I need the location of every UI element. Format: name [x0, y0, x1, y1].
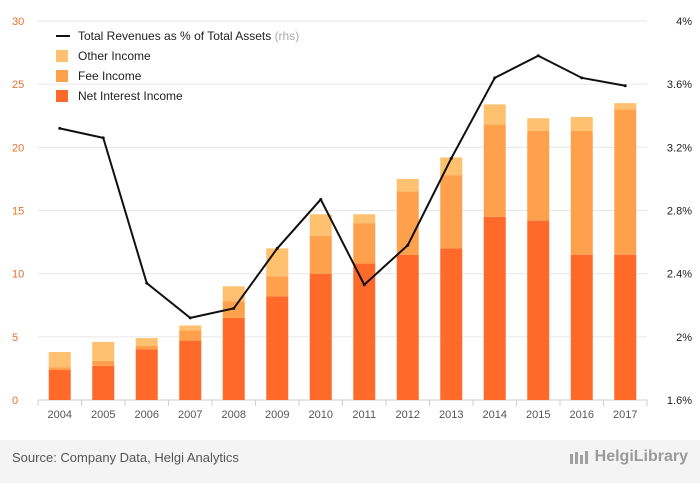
line-point: [536, 54, 540, 58]
bar-fee-income: [48, 367, 71, 370]
bar-net-interest-income: [92, 365, 115, 400]
line-point: [275, 246, 279, 250]
y2-tick-label: 1.6%: [667, 395, 692, 407]
bar-other-income: [353, 214, 376, 224]
library-icon: [569, 451, 588, 464]
chart-area: 0 5 10 15 20 25 30 1.6% 2% 2.4% 2.8% 3.2% 3.6% 4% 2004…: [12, 16, 692, 421]
y-tick-label: 20: [12, 142, 24, 154]
y-tick-label: 5: [12, 332, 18, 344]
line-point: [623, 84, 627, 88]
bar-net-interest-income: [353, 263, 376, 400]
bar-fee-income: [614, 109, 637, 255]
legend-label-fee-income: Fee Income: [78, 69, 142, 83]
line-point: [101, 136, 105, 140]
bar-net-interest-income: [266, 296, 289, 400]
y2-tick-label: 2.8%: [667, 206, 692, 218]
bar-other-income: [48, 351, 71, 368]
line-point: [362, 283, 366, 287]
line-point: [58, 126, 62, 130]
x-tick-label: 2013: [439, 409, 463, 421]
legend-label-suffix: (rhs): [275, 29, 300, 43]
x-tick-label: 2014: [483, 409, 507, 421]
footer: Source: Company Data, Helgi Analytics He…: [0, 440, 700, 483]
x-tick-label: 2009: [265, 409, 289, 421]
bar-other-income: [135, 338, 158, 346]
y2-tick-label: 2%: [676, 332, 692, 344]
bar-net-interest-income: [440, 248, 463, 400]
bar-net-interest-income: [135, 349, 158, 400]
x-tick-label: 2006: [135, 409, 159, 421]
bar-net-interest-income: [483, 216, 506, 400]
bar-other-income: [396, 178, 419, 192]
line-point: [580, 76, 584, 80]
bar-other-income: [266, 248, 289, 277]
bar-other-income: [614, 103, 637, 110]
legend-swatch-fee-income: [56, 70, 68, 82]
line-total-revenues-pct-assets: [59, 54, 626, 319]
line-point: [449, 156, 453, 160]
bar-fee-income: [92, 360, 115, 366]
line-point: [319, 197, 323, 201]
chart: 0 5 10 15 20 25 30 1.6% 2% 2.4% 2.8% 3.2% 3.6% 4% 2004…: [12, 16, 692, 421]
bar-fee-income: [353, 223, 376, 264]
bar-fee-income: [135, 345, 158, 350]
x-tick-label: 2010: [309, 409, 333, 421]
legend-swatch-other-income: [56, 50, 68, 62]
y-tick-label: 30: [12, 16, 24, 28]
x-tick-label: 2017: [613, 409, 637, 421]
y2-tick-label: 3.2%: [667, 142, 692, 154]
brand-logo[interactable]: HelgiLibrary: [569, 448, 688, 466]
bar-fee-income: [266, 276, 289, 297]
line-point: [493, 76, 497, 80]
line-point: [232, 306, 236, 310]
bar-fee-income: [483, 124, 506, 217]
y-tick-label: 10: [12, 269, 24, 281]
x-tick-label: 2015: [526, 409, 550, 421]
x-tick-label: 2016: [570, 409, 594, 421]
x-tick-label: 2005: [91, 409, 115, 421]
bar-net-interest-income: [614, 254, 637, 400]
y2-tick-label: 3.6%: [667, 79, 692, 91]
bar-other-income: [570, 117, 593, 131]
legend-swatch-net-interest-income: [56, 90, 68, 102]
y-tick-label: 15: [12, 206, 24, 218]
bar-other-income: [179, 325, 202, 331]
y2-tick-label: 4%: [676, 16, 692, 28]
legend-label-net-interest-income: Net Interest Income: [78, 89, 183, 103]
brand-name: HelgiLibrary: [594, 448, 688, 465]
bar-net-interest-income: [570, 254, 593, 400]
bar-other-income: [92, 341, 115, 361]
x-tick-label: 2007: [178, 409, 202, 421]
line-point: [145, 281, 149, 285]
bar-fee-income: [440, 175, 463, 249]
bar-other-income: [483, 104, 506, 125]
bar-net-interest-income: [179, 340, 202, 400]
source-text: Source: Company Data, Helgi Analytics: [12, 450, 239, 465]
bar-other-income: [527, 118, 550, 131]
x-tick-label: 2008: [222, 409, 246, 421]
x-tick-label: 2004: [48, 409, 72, 421]
y-tick-label: 25: [12, 79, 24, 91]
legend-label-line: Total Revenues as % of Total Assets (rhs…: [78, 29, 299, 43]
line-point: [406, 243, 410, 247]
line-point: [188, 316, 192, 320]
bar-net-interest-income: [396, 254, 419, 400]
bar-fee-income: [309, 235, 332, 274]
bar-fee-income: [179, 330, 202, 341]
bar-net-interest-income: [309, 273, 332, 400]
bar-net-interest-income: [48, 369, 71, 400]
legend-label-other-income: Other Income: [78, 49, 151, 63]
bar-other-income: [222, 286, 245, 302]
bar-fee-income: [570, 130, 593, 255]
bar-net-interest-income: [527, 220, 550, 400]
x-tick-label: 2012: [396, 409, 420, 421]
bar-net-interest-income: [222, 317, 245, 400]
y-tick-label: 0: [12, 395, 18, 407]
x-tick-label: 2011: [352, 409, 376, 421]
bar-other-income: [309, 214, 332, 236]
bar-fee-income: [527, 130, 550, 221]
bar-fee-income: [396, 191, 419, 255]
y2-tick-label: 2.4%: [667, 269, 692, 281]
